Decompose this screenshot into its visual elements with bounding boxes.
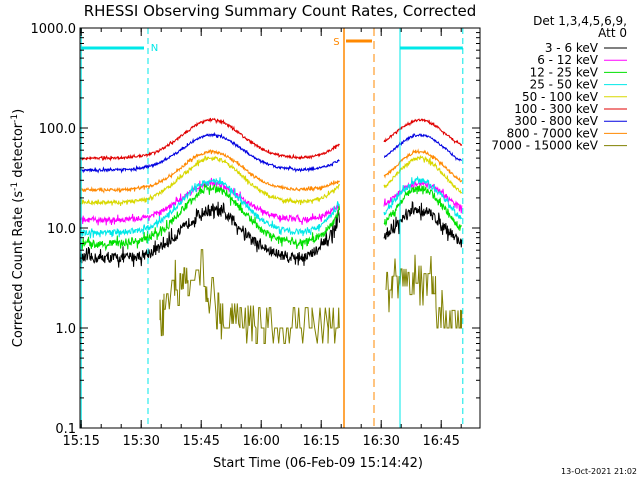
legend-label: 800 - 7000 keV xyxy=(507,126,599,140)
x-tick-label: 15:30 xyxy=(122,434,159,449)
legend-label: 3 - 6 keV xyxy=(545,41,599,55)
x-tick-label: 16:00 xyxy=(242,434,279,449)
series-line-5-seg-1 xyxy=(383,118,463,146)
x-tick-label: 16:15 xyxy=(302,434,339,449)
series-line-7-seg-0 xyxy=(80,148,340,194)
y-tick-label: 1000.0 xyxy=(31,22,77,37)
series-line-4-seg-1 xyxy=(383,155,463,194)
series-line-3-seg-1 xyxy=(383,175,463,220)
data-gap-1 xyxy=(378,28,384,428)
legend-label: 12 - 25 keV xyxy=(530,65,599,79)
legend-label: 6 - 12 keV xyxy=(537,53,599,67)
series-line-1-seg-0 xyxy=(80,177,340,226)
x-tick-label: 15:45 xyxy=(182,434,219,449)
y-axis-label-sup1: -1 xyxy=(10,182,20,191)
y-axis-label-part1: Corrected Count Rate (s xyxy=(11,191,26,348)
saa-marker-label: S xyxy=(333,37,339,48)
data-gap-0 xyxy=(340,28,372,428)
y-axis-label-part3: ) xyxy=(11,109,26,114)
legend-header-1: Det 1,3,4,5,6,9, xyxy=(533,14,627,28)
series-line-1-seg-1 xyxy=(383,180,463,214)
series-line-5-seg-0 xyxy=(80,117,340,162)
series-line-8-seg-0 xyxy=(159,249,340,344)
legend-label: 100 - 300 keV xyxy=(514,102,598,116)
night-marker-label: N xyxy=(151,43,158,54)
series-line-0-seg-1 xyxy=(383,200,463,248)
footer-timestamp: 13-Oct-2021 21:02 xyxy=(561,467,637,476)
series-line-8-seg-1 xyxy=(385,254,463,329)
x-tick-label: 15:15 xyxy=(62,434,99,449)
x-tick-label: 16:45 xyxy=(422,434,459,449)
series-line-6-seg-0 xyxy=(80,131,340,174)
legend-label: 300 - 800 keV xyxy=(514,114,598,128)
legend-label: 25 - 50 keV xyxy=(530,78,599,92)
series-line-3-seg-0 xyxy=(80,177,340,239)
y-tick-label: 100.0 xyxy=(39,122,76,137)
chart-title: RHESSI Observing Summary Count Rates, Co… xyxy=(84,2,477,20)
series-line-2-seg-1 xyxy=(383,185,462,231)
y-tick-label: 10.0 xyxy=(47,222,76,237)
series-line-4-seg-0 xyxy=(80,155,340,206)
x-axis-label: Start Time (06-Feb-09 15:14:42) xyxy=(213,456,423,471)
series-line-2-seg-0 xyxy=(80,183,340,252)
y-tick-label: 0.1 xyxy=(55,422,76,437)
series-line-7-seg-1 xyxy=(383,148,463,183)
series-line-6-seg-1 xyxy=(384,133,462,162)
y-axis-label-sup2: -1 xyxy=(10,114,20,123)
x-tick-label: 16:30 xyxy=(362,434,399,449)
y-axis-label-part2: detector xyxy=(11,122,26,182)
legend-label: 50 - 100 keV xyxy=(522,90,599,104)
y-axis-label: Corrected Count Rate (s-1 detector-1) xyxy=(10,109,26,347)
legend-label: 7000 - 15000 keV xyxy=(491,139,598,153)
plot-frame xyxy=(79,27,481,429)
series-line-0-seg-0 xyxy=(80,201,340,268)
legend-header-2: Att 0 xyxy=(598,26,627,40)
y-tick-label: 1.0 xyxy=(55,322,76,337)
